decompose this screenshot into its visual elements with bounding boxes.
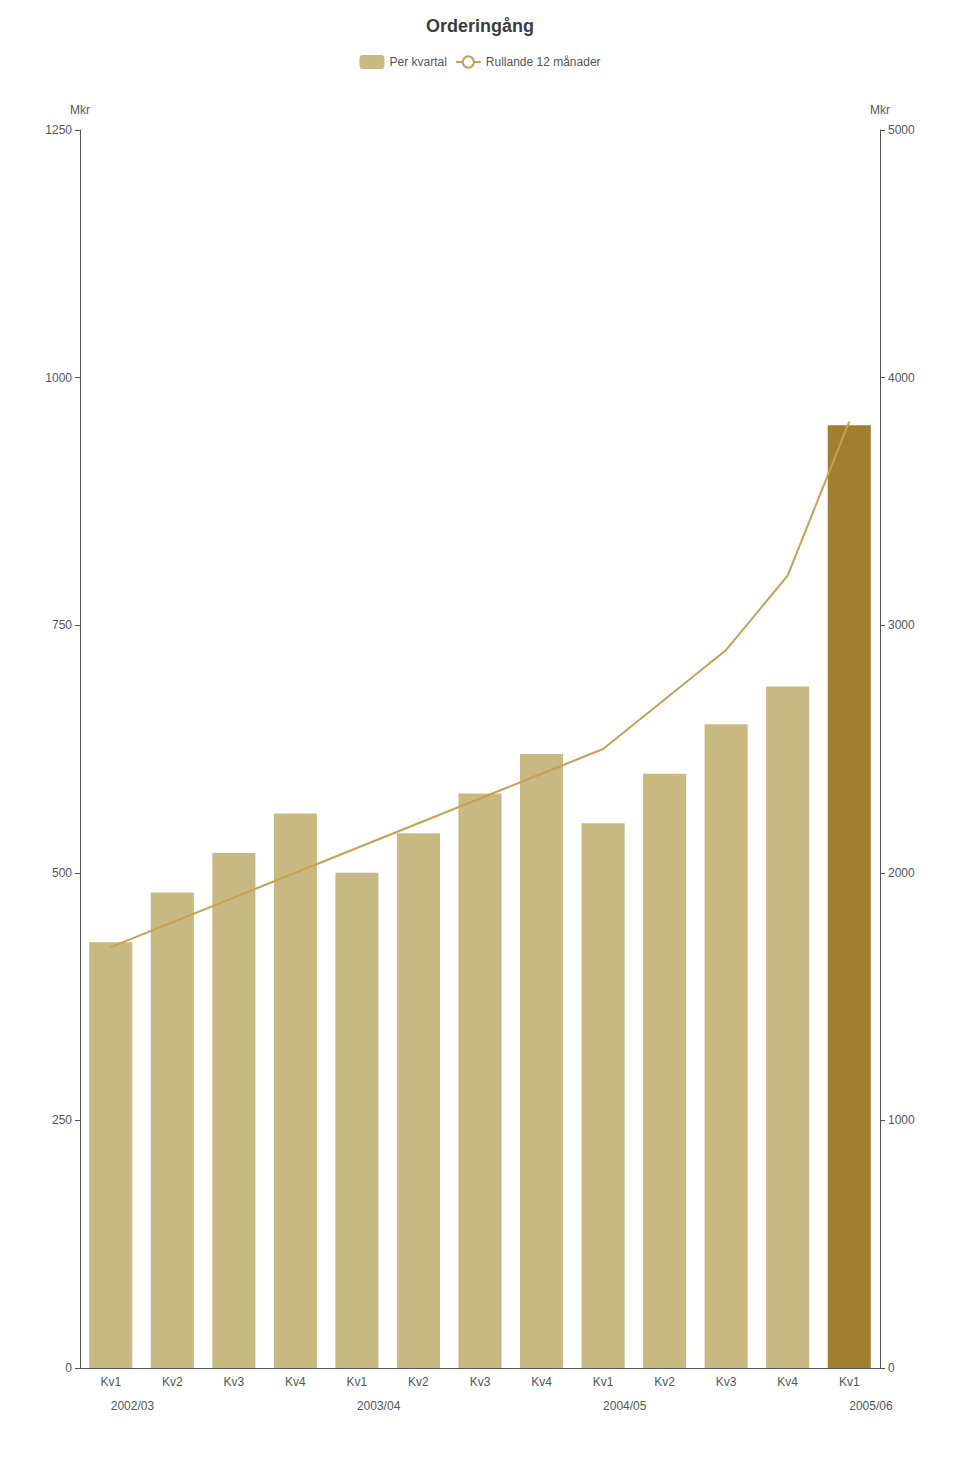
- svg-text:Kv4: Kv4: [777, 1375, 798, 1389]
- svg-text:2000: 2000: [888, 866, 915, 880]
- svg-text:Kv3: Kv3: [224, 1375, 245, 1389]
- svg-text:4000: 4000: [888, 371, 915, 385]
- svg-text:Kv4: Kv4: [285, 1375, 306, 1389]
- svg-text:1000: 1000: [888, 1113, 915, 1127]
- svg-text:Mkr: Mkr: [870, 103, 890, 117]
- svg-text:Per kvartal: Per kvartal: [389, 55, 446, 69]
- svg-text:Kv1: Kv1: [100, 1375, 121, 1389]
- svg-text:0: 0: [65, 1361, 72, 1375]
- svg-text:250: 250: [52, 1113, 72, 1127]
- svg-text:750: 750: [52, 618, 72, 632]
- svg-text:Kv4: Kv4: [531, 1375, 552, 1389]
- svg-text:500: 500: [52, 866, 72, 880]
- svg-text:Kv3: Kv3: [470, 1375, 491, 1389]
- svg-text:Kv1: Kv1: [839, 1375, 860, 1389]
- svg-text:Orderingång: Orderingång: [426, 16, 534, 36]
- svg-text:Mkr: Mkr: [70, 103, 90, 117]
- svg-text:Kv2: Kv2: [408, 1375, 429, 1389]
- svg-text:2002/03: 2002/03: [111, 1399, 155, 1413]
- svg-text:2004/05: 2004/05: [603, 1399, 647, 1413]
- svg-text:Kv1: Kv1: [347, 1375, 368, 1389]
- svg-text:2005/06: 2005/06: [849, 1399, 893, 1413]
- svg-text:Rullande 12 månader: Rullande 12 månader: [486, 55, 601, 69]
- svg-text:Kv2: Kv2: [162, 1375, 183, 1389]
- svg-text:5000: 5000: [888, 123, 915, 137]
- svg-text:1250: 1250: [45, 123, 72, 137]
- svg-text:Kv2: Kv2: [654, 1375, 675, 1389]
- svg-text:Kv3: Kv3: [716, 1375, 737, 1389]
- svg-text:0: 0: [888, 1361, 895, 1375]
- svg-text:3000: 3000: [888, 618, 915, 632]
- svg-text:Kv1: Kv1: [593, 1375, 614, 1389]
- svg-text:1000: 1000: [45, 371, 72, 385]
- svg-text:2003/04: 2003/04: [357, 1399, 401, 1413]
